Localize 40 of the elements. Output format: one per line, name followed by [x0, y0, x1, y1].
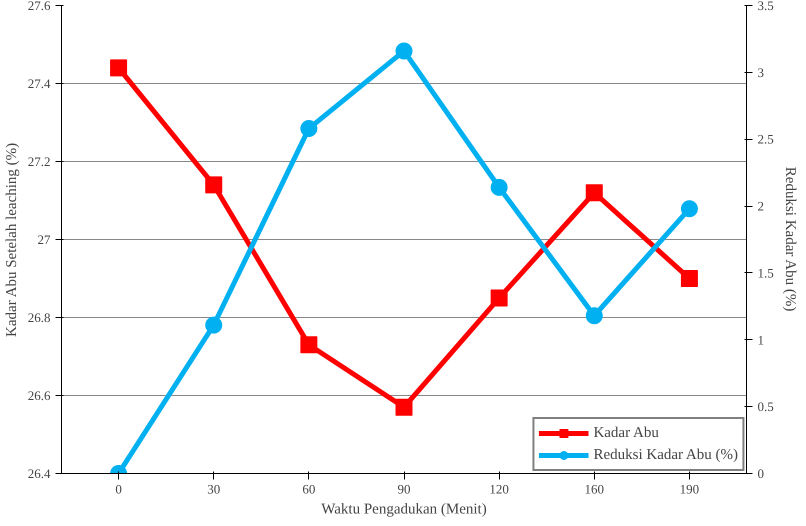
x-tick-label: 60: [302, 482, 316, 496]
y-tick-label: 27.2: [28, 154, 50, 169]
point: [396, 42, 412, 60]
y-axis-title: Kadar Abu Setelah leaching (%): [4, 142, 20, 337]
legend-label: Reduksi Kadar Abu (%): [593, 446, 738, 464]
point: [586, 307, 603, 324]
point: [205, 176, 222, 194]
x-tick-label: 90: [398, 482, 410, 496]
y-tick-label: 27.6: [28, 0, 51, 13]
point: [300, 336, 318, 354]
point: [680, 270, 698, 287]
y-tick-label: 27.4: [28, 76, 51, 91]
x-axis-title: Waktu Pengadukan (Menit): [321, 502, 487, 518]
point: [396, 398, 412, 416]
point: [680, 200, 698, 218]
y-tick-label: 27: [38, 232, 51, 247]
y2-tick-label: 0: [758, 466, 764, 481]
y2-tick-label: 0.5: [758, 399, 774, 414]
y2-tick-label: 2.5: [758, 132, 774, 147]
x-tick-label: 160: [584, 482, 604, 496]
y2-tick-label: 1.5: [758, 265, 774, 280]
point: [110, 59, 128, 76]
point: [490, 290, 508, 306]
x-tick-label: 120: [489, 482, 509, 496]
point: [300, 120, 318, 137]
x-tick-label: 0: [115, 482, 122, 496]
legend-label: Kadar Abu: [593, 424, 659, 442]
y2-tick-label: 2: [758, 198, 764, 214]
point: [205, 316, 222, 334]
x-tick-label: 30: [207, 482, 220, 496]
point: [490, 178, 508, 196]
y2-axis-title: Reduksi Kadar Abu (%): [782, 166, 798, 312]
point: [586, 184, 603, 202]
y-tick-label: 26.6: [28, 388, 51, 403]
y2-tick-label: 3.5: [758, 0, 774, 13]
x-tick-label: 190: [680, 482, 700, 496]
y2-tick-label: 3: [758, 64, 764, 80]
y2-tick-label: 1: [758, 332, 764, 348]
y-tick-label: 26.8: [28, 310, 50, 325]
y-tick-label: 26.4: [28, 466, 51, 481]
